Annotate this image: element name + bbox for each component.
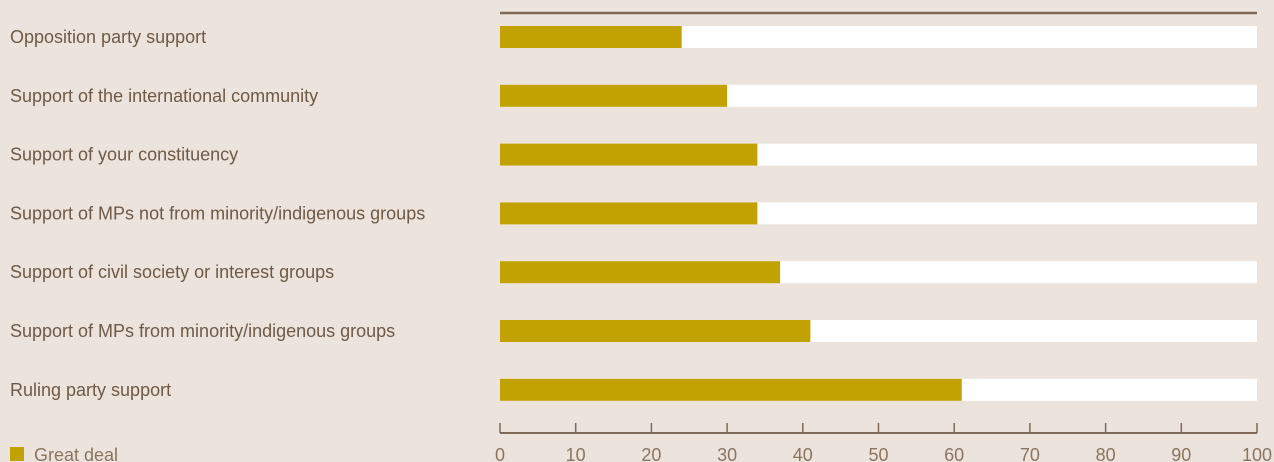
category-label: Opposition party support (10, 27, 206, 47)
x-tick-label: 70 (1020, 445, 1040, 462)
x-tick-label: 0 (495, 445, 505, 462)
category-label: Support of MPs from minority/indigenous … (10, 321, 395, 341)
bar (500, 261, 781, 284)
category-label: Support of MPs not from minority/indigen… (10, 203, 425, 223)
x-tick-label: 60 (944, 445, 964, 462)
bar (500, 378, 962, 401)
legend-swatch (10, 447, 24, 461)
x-tick-label: 100 (1242, 445, 1272, 462)
x-tick-label: 20 (641, 445, 661, 462)
category-label: Support of your constituency (10, 145, 238, 165)
bar (500, 143, 758, 166)
category-label: Ruling party support (10, 380, 171, 400)
bar (500, 202, 758, 225)
x-tick-label: 30 (717, 445, 737, 462)
x-tick-label: 10 (566, 445, 586, 462)
x-tick-label: 40 (793, 445, 813, 462)
bar (500, 26, 682, 48)
x-tick-label: 50 (868, 445, 888, 462)
x-tick-label: 90 (1171, 445, 1191, 462)
category-label: Support of the international community (10, 86, 318, 106)
x-tick-label: 80 (1096, 445, 1116, 462)
bar (500, 84, 728, 107)
legend-label: Great deal (34, 445, 118, 462)
category-label: Support of civil society or interest gro… (10, 262, 334, 282)
bar-track (500, 26, 1257, 48)
bar (500, 320, 811, 342)
